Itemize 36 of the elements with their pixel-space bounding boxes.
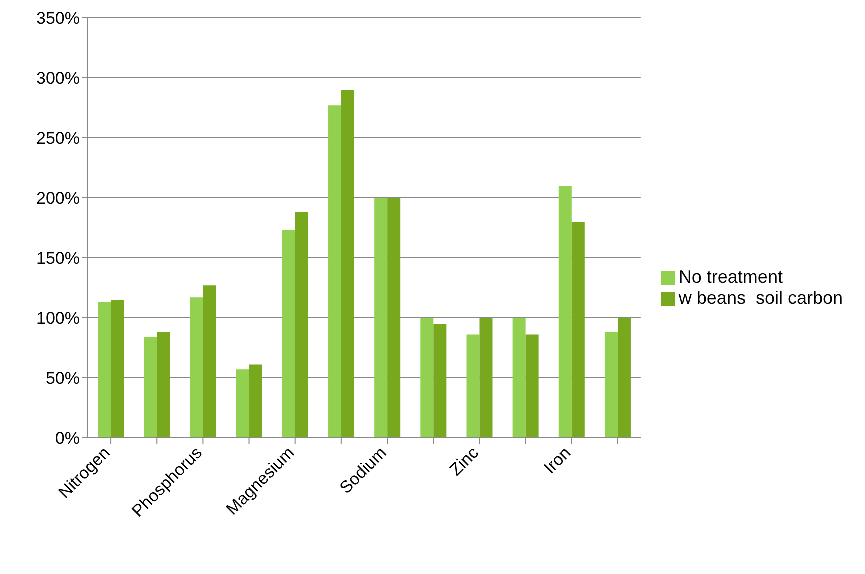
bar (572, 222, 585, 438)
legend-label: w beans soil carbon (678, 288, 843, 308)
y-tick-label: 200% (36, 189, 80, 208)
bar (236, 370, 250, 438)
bar (466, 334, 480, 438)
bar (98, 302, 112, 438)
y-tick-label: 50% (46, 369, 80, 388)
bar (282, 230, 296, 438)
bar (512, 318, 526, 438)
bar (434, 324, 447, 438)
y-tick-label: 100% (36, 309, 80, 328)
bar (604, 332, 618, 438)
bar (342, 90, 355, 438)
bar (558, 186, 572, 438)
bar (144, 337, 158, 438)
bar (203, 286, 216, 438)
bar (295, 212, 308, 438)
bar (374, 198, 388, 438)
bar (157, 332, 170, 438)
bar (526, 334, 539, 438)
bar (420, 318, 434, 438)
y-tick-label: 350% (36, 9, 80, 28)
y-tick-label: 300% (36, 69, 80, 88)
legend-label: No treatment (678, 267, 783, 287)
x-tick-label: Zinc (446, 443, 483, 480)
y-tick-label: 150% (36, 249, 80, 268)
bar (190, 298, 204, 438)
y-tick-label: 250% (36, 129, 80, 148)
bar (328, 106, 342, 438)
y-tick-label: 0% (55, 429, 80, 448)
bar (618, 318, 631, 438)
bar (111, 300, 124, 438)
bar (480, 318, 493, 438)
bar (249, 364, 262, 438)
x-tick-label: Iron (540, 443, 575, 478)
bar (388, 198, 401, 438)
